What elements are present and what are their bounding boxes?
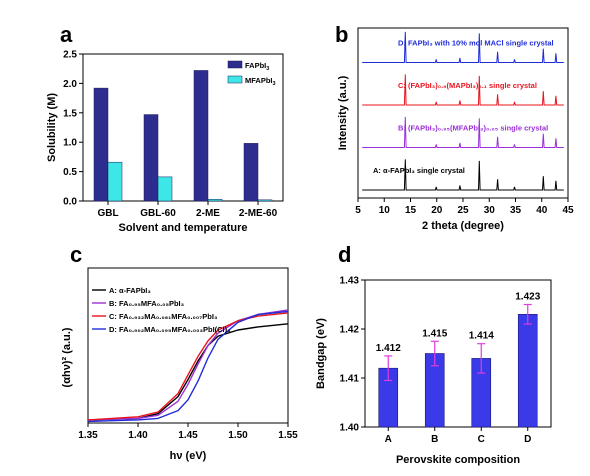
chart-a-legend-label-main: FAPbI: [245, 61, 266, 70]
chart-b-ylabel: Intensity (a.u.): [337, 75, 349, 150]
chart-d-value-label: 1.414: [469, 331, 494, 342]
chart-a-legend-label-main: MFAPbI: [245, 76, 273, 85]
chart-a-ytick-label: 2.0: [63, 79, 77, 90]
chart-a-bar-MFAPbI3-2-ME-60: [257, 199, 273, 202]
chart-c-tauc: (αhν)² (a.u.) hν (eV) 1.35 1.40 1.45 1.50 1.…: [61, 267, 298, 462]
chart-b-series-label: D: FAPbI₃ with 10% mol MACl single cryst…: [398, 39, 554, 48]
chart-b-series-label: A: α-FAPbI₃ single crystal: [373, 166, 465, 175]
chart-b-xtick-label: 10: [379, 205, 391, 216]
chart-c-ylabel: (αhν)² (a.u.): [61, 327, 73, 387]
chart-b-xtick-label: 20: [431, 205, 443, 216]
chart-a-solubility: Solubility (M) Solvent and temperature 0…: [46, 50, 284, 234]
panel-letter-b: b: [335, 22, 348, 47]
chart-a-ytick-label: 1.0: [63, 138, 77, 149]
chart-c-xtick-label: 1.35: [78, 430, 98, 441]
chart-a-ytick-label: 0.0: [63, 197, 77, 208]
chart-d-ytick-label: 1.43: [340, 276, 360, 287]
panel-letter-d: d: [338, 242, 351, 267]
chart-d-bandgap: Bandgap (eV) Perovskite composition 1.41…: [315, 276, 552, 466]
panel-letter-c: c: [70, 242, 82, 267]
chart-b-series-line: [362, 74, 564, 106]
chart-a-bar-MFAPbI3-GBL-60: [157, 176, 173, 202]
chart-d-ytick-label: 1.40: [340, 423, 360, 434]
chart-a-legend-label: MFAPbI3: [245, 76, 276, 87]
chart-c-xlabel: hν (eV): [170, 450, 207, 462]
chart-d-xtick-label: D: [524, 434, 531, 445]
chart-d-xtick-label: C: [478, 434, 485, 445]
chart-d-xtick-label: A: [385, 434, 392, 445]
chart-a-legend-label: FAPbI3: [245, 61, 269, 72]
chart-c-legend-label: D: FA₀.₉₀₂MA₀.₀₉₅MFA₀.₀₀₃PbI(Cl)₃: [109, 325, 231, 334]
chart-d-value-label: 1.423: [515, 292, 540, 303]
chart-c-series-line: [87, 310, 289, 423]
chart-d-bar-D: [517, 313, 538, 428]
panel-letter-a: a: [60, 22, 73, 47]
chart-c-legend-label: A: α-FAPbI₃: [109, 286, 151, 295]
chart-c-xtick-label: 1.45: [178, 430, 198, 441]
chart-b-xrd: Intensity (a.u.) 2 theta (degree) A: α-F…: [337, 27, 574, 232]
chart-d-xlabel: Perovskite composition: [396, 454, 520, 466]
chart-b-series-line: [362, 31, 564, 63]
chart-b-xtick-label: 30: [484, 205, 496, 216]
chart-a-legend-label-sub: 3: [266, 66, 269, 72]
chart-a-legend-swatch: [227, 75, 243, 84]
chart-a-bar-FAPbI3-GBL-60: [143, 114, 159, 202]
chart-b-series-line: [362, 159, 564, 191]
chart-a-bar-FAPbI3-2-ME-60: [243, 143, 259, 202]
chart-a-ytick-label: 1.5: [63, 108, 77, 119]
chart-c-legend-label: C: FA₀.₉₃₂MA₀.₀₆₁MFA₀.₀₀₇PbI₃: [109, 312, 218, 321]
chart-a-frame: [82, 53, 284, 202]
chart-c-xtick-label: 1.40: [128, 430, 148, 441]
chart-b-xtick-label: 5: [355, 205, 361, 216]
chart-d-ylabel: Bandgap (eV): [315, 318, 327, 389]
chart-a-bar-FAPbI3-2-ME: [193, 70, 209, 202]
chart-b-xtick-label: 40: [536, 205, 548, 216]
chart-a-xtick-label: 2-ME: [196, 208, 220, 219]
chart-b-xlabel: 2 theta (degree): [422, 220, 504, 232]
chart-b-series-line: [362, 116, 564, 148]
chart-a-xtick-label: GBL-60: [140, 208, 176, 219]
chart-a-bar-MFAPbI3-GBL: [107, 161, 123, 202]
chart-a-bar-MFAPbI3-2-ME: [207, 198, 223, 202]
chart-b-xtick-label: 15: [405, 205, 417, 216]
chart-c-series-line: [87, 323, 289, 421]
chart-a-ytick-label: 0.5: [63, 167, 77, 178]
chart-b-xtick-label: 25: [457, 205, 469, 216]
chart-b-series-label: B: (FAPbI₃)₀.₉₅(MFAPbI₃)₀.₀₅ single crys…: [398, 124, 548, 133]
chart-a-legend-swatch: [227, 60, 243, 69]
chart-a-xtick-label: 2-ME-60: [239, 208, 278, 219]
chart-d-ytick-label: 1.41: [340, 374, 360, 385]
chart-a-bar-FAPbI3-GBL: [93, 87, 109, 202]
chart-c-legend-label: B: FA₀.₉₅MFA₀.₀₅PbI₃: [109, 299, 185, 308]
chart-c-xtick-label: 1.55: [278, 430, 298, 441]
chart-c-xtick-label: 1.50: [228, 430, 248, 441]
chart-a-ylabel: Solubility (M): [46, 93, 58, 162]
chart-d-ytick-label: 1.42: [340, 325, 360, 336]
chart-a-legend-label-sub: 3: [273, 81, 276, 87]
chart-a-xlabel: Solvent and temperature: [119, 222, 248, 234]
chart-d-xtick-label: B: [431, 434, 438, 445]
chart-b-xtick-label: 45: [562, 205, 574, 216]
chart-a-ytick-label: 2.5: [63, 50, 77, 61]
chart-b-series-label: C: (FAPbI₃)₀.₉(MAPbI₃)₀.₁ single crystal: [398, 81, 537, 90]
chart-d-value-label: 1.412: [376, 343, 401, 354]
chart-b-xtick-label: 35: [510, 205, 522, 216]
chart-d-value-label: 1.415: [422, 328, 447, 339]
chart-a-xtick-label: GBL: [97, 208, 118, 219]
chart-d-frame: [364, 279, 552, 428]
